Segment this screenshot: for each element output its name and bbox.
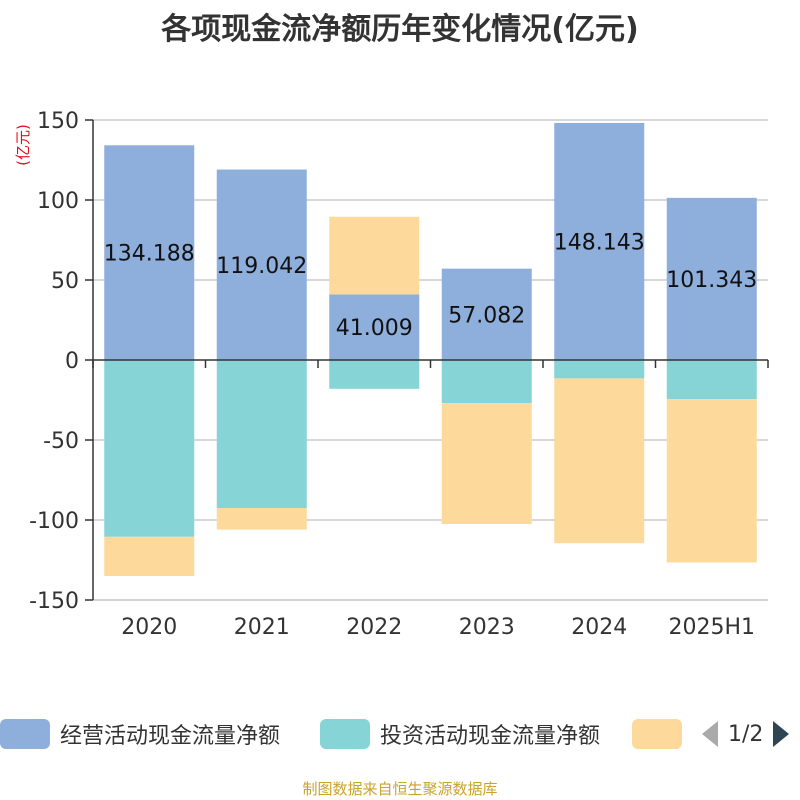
data-label-2022: 41.009 (336, 316, 413, 341)
bar-series1-2024[interactable] (554, 360, 645, 379)
x-tick-label-2025H1: 2025H1 (668, 615, 755, 640)
y-tick-label: -50 (43, 429, 79, 454)
bar-series2-2024[interactable] (554, 378, 645, 544)
bar-series1-2020[interactable] (104, 360, 195, 537)
y-tick-label: 100 (37, 189, 79, 214)
bar-series2-2021[interactable] (216, 508, 307, 530)
bar-series2-2020[interactable] (104, 536, 195, 576)
legend-swatch-third (632, 719, 682, 749)
legend-item-third[interactable] (632, 716, 682, 752)
data-label-2021: 119.042 (216, 254, 307, 279)
x-tick-label-2021: 2021 (234, 615, 290, 640)
bar-series0-2024[interactable] (554, 122, 645, 361)
bar-series0-2025H1[interactable] (666, 197, 757, 360)
legend-item-investing[interactable]: 投资活动现金流量净额 (320, 716, 600, 752)
bar-series0-2023[interactable] (441, 268, 532, 360)
bar-series1-2023[interactable] (441, 360, 532, 404)
legend-item-operating[interactable]: 经营活动现金流量净额 (0, 716, 280, 752)
pager-prev-icon[interactable] (700, 719, 720, 749)
y-tick-label: 50 (51, 269, 79, 294)
bar-series0-2021[interactable] (216, 169, 307, 360)
y-axis-label: (亿元) (14, 124, 32, 166)
pager-next-icon[interactable] (771, 719, 791, 749)
x-tick-label-2024: 2024 (571, 615, 627, 640)
pager-text: 1/2 (728, 721, 764, 747)
bar-series2-2022[interactable] (329, 216, 420, 295)
bar-series1-2021[interactable] (216, 360, 307, 508)
bar-series0-2022[interactable] (329, 294, 420, 360)
x-tick-label-2023: 2023 (459, 615, 515, 640)
data-label-2024: 148.143 (554, 230, 645, 255)
legend-pager: 1/2 (700, 716, 791, 752)
data-label-2023: 57.082 (448, 303, 525, 328)
chart-title: 各项现金流净额历年变化情况(亿元) (161, 12, 639, 47)
bar-series1-2022[interactable] (329, 360, 420, 389)
data-source: 制图数据来自恒生聚源数据库 (302, 780, 498, 798)
y-tick-label: 0 (65, 349, 79, 374)
legend-label-operating: 经营活动现金流量净额 (60, 724, 281, 749)
bar-series2-2023[interactable] (441, 403, 532, 524)
legend-swatch-operating (0, 719, 50, 749)
x-tick-label-2022: 2022 (346, 615, 402, 640)
data-label-2020: 134.188 (104, 242, 195, 267)
legend-label-investing: 投资活动现金流量净额 (380, 724, 601, 749)
legend-swatch-investing (320, 719, 370, 749)
bar-series1-2025H1[interactable] (666, 360, 757, 400)
y-tick-label: -150 (29, 589, 79, 614)
data-label-2025H1: 101.343 (666, 268, 757, 293)
y-tick-label: 150 (37, 109, 79, 134)
bar-series0-2020[interactable] (104, 145, 195, 360)
x-tick-label-2020: 2020 (121, 615, 177, 640)
bar-series2-2025H1[interactable] (666, 399, 757, 563)
y-tick-label: -100 (29, 509, 79, 534)
